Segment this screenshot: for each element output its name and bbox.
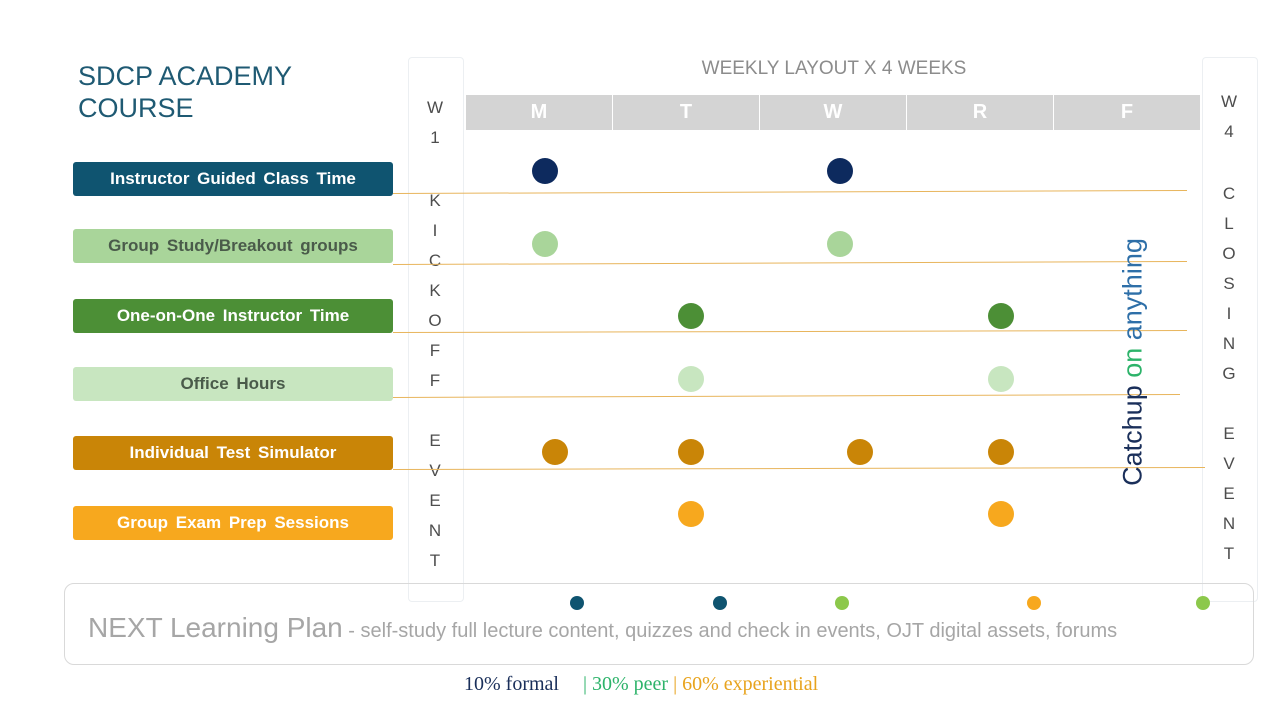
session-dot-T (678, 501, 704, 527)
lane-label: One-on-One Instructor Time (73, 299, 393, 333)
event-letter: S (1223, 274, 1235, 293)
event-letter: E (1223, 424, 1235, 443)
event-letter: N (428, 521, 442, 540)
session-dot-R (988, 501, 1014, 527)
event-letter: E (429, 491, 441, 510)
event-letter: F (429, 341, 441, 360)
event-letter: K (429, 191, 441, 210)
session-dot-W (827, 158, 853, 184)
closing-week-label: W 4 (1202, 87, 1256, 147)
lane-separator-line (393, 330, 1187, 333)
catchup-anything-word: anything (1117, 238, 1148, 348)
session-dot-R (988, 303, 1014, 329)
session-dot-T (678, 439, 704, 465)
event-letter: L (1224, 214, 1234, 233)
event-letter: T (429, 551, 441, 570)
session-dot-T (678, 303, 704, 329)
kickoff-week-label: W 1 (408, 93, 462, 153)
next-learning-plan-text: NEXT Learning Plan - self-study full lec… (88, 612, 1117, 644)
session-dot-T (678, 366, 704, 392)
next-plan-dot (835, 596, 849, 610)
session-dot-M (532, 158, 558, 184)
next-plan-dot (713, 596, 727, 610)
event-letter: I (432, 221, 438, 240)
lane-separator-line (393, 467, 1205, 470)
event-letter: C (428, 251, 442, 270)
event-letter: T (1223, 544, 1235, 563)
lane-separator-line (393, 394, 1180, 398)
closing-week-number: 4 (1224, 122, 1234, 141)
course-title: SDCP ACADEMY COURSE (78, 60, 378, 124)
next-plan-dot (570, 596, 584, 610)
weekly-layout-header: WEEKLY LAYOUT X 4 WEEKS (701, 58, 967, 79)
course-title-line1: SDCP ACADEMY (78, 61, 293, 91)
session-dot-W (827, 231, 853, 257)
event-letter: N (1222, 514, 1236, 533)
course-title-line2: COURSE (78, 93, 194, 123)
legend-experiential: 60% experiential (682, 673, 819, 695)
day-header-M: M (466, 95, 612, 130)
event-letter: V (1223, 454, 1235, 473)
session-dot-W (847, 439, 873, 465)
next-plan-description: - self-study full lecture content, quizz… (342, 620, 1118, 642)
day-header-W: W (760, 95, 906, 130)
kickoff-column (408, 57, 464, 602)
lane-label: Group Exam Prep Sessions (73, 506, 393, 540)
event-letter: F (429, 371, 441, 390)
event-letter: E (1223, 484, 1235, 503)
catchup-text: Catchup on anything (1118, 238, 1149, 486)
session-dot-M (532, 231, 558, 257)
lane-separator-line (393, 190, 1187, 194)
closing-column (1202, 57, 1258, 602)
session-dot-R (988, 366, 1014, 392)
closing-week-letter: W (1220, 92, 1238, 111)
next-plan-dot (1196, 596, 1210, 610)
next-plan-dot (1027, 596, 1041, 610)
day-header-R: R (907, 95, 1053, 130)
event-letter: O (428, 311, 442, 330)
day-header-F: F (1054, 95, 1200, 130)
legend-separator: | (673, 673, 678, 695)
lane-label: Office Hours (73, 367, 393, 401)
catchup-word: Catchup (1117, 377, 1148, 486)
session-dot-R (988, 439, 1014, 465)
event-letter: I (1226, 304, 1232, 323)
session-dot-M (542, 439, 568, 465)
legend-peer: | 30% peer (582, 673, 669, 695)
next-plan-title: NEXT Learning Plan (88, 612, 343, 643)
day-header-T: T (613, 95, 759, 130)
event-letter: E (429, 431, 441, 450)
lane-label: Individual Test Simulator (73, 436, 393, 470)
kickoff-week-letter: W (426, 98, 444, 117)
kickoff-week-number: 1 (430, 128, 440, 147)
catchup-on-word: on (1117, 347, 1148, 378)
event-letter: N (1222, 334, 1236, 353)
lane-label: Group Study/Breakout groups (73, 229, 393, 263)
lane-separator-line (393, 261, 1187, 265)
lane-label: Instructor Guided Class Time (73, 162, 393, 196)
event-letter: C (1222, 184, 1236, 203)
event-letter: K (429, 281, 441, 300)
legend-formal: 10% formal (464, 673, 559, 695)
next-learning-plan-box (64, 583, 1254, 665)
event-letter: V (429, 461, 441, 480)
event-letter: O (1222, 244, 1236, 263)
event-letter: G (1222, 364, 1236, 383)
learning-mix-legend: 10% formal | 30% peer | 60% experiential (464, 673, 818, 696)
